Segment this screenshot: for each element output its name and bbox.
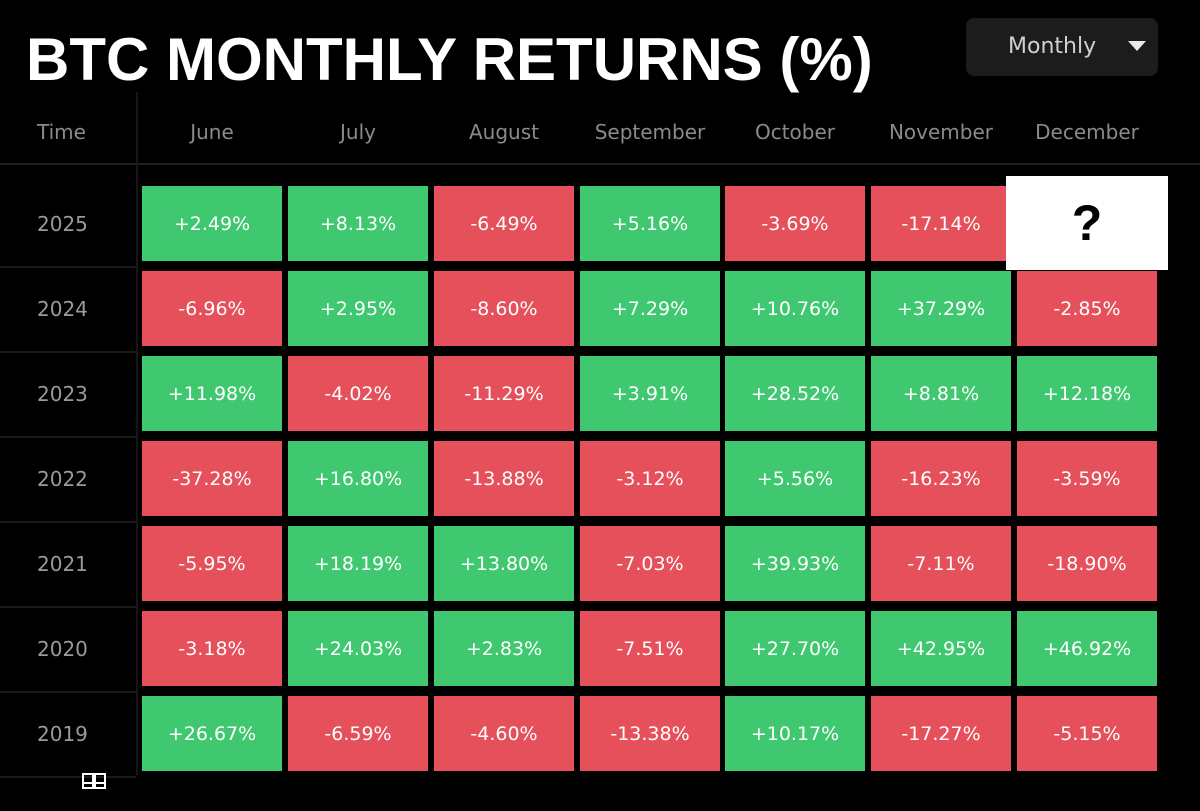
time-column-header: Time: [37, 120, 86, 144]
column-header-june: June: [190, 120, 234, 144]
return-cell: -18.90%: [1017, 526, 1157, 601]
return-cell: +2.83%: [434, 611, 574, 686]
year-label-2025: 2025: [37, 212, 88, 236]
header-divider: [0, 163, 1200, 165]
return-cell: +8.13%: [288, 186, 428, 261]
return-cell: -7.11%: [871, 526, 1011, 601]
column-header-december: December: [1035, 120, 1139, 144]
return-cell: -17.27%: [871, 696, 1011, 771]
return-cell: +12.18%: [1017, 356, 1157, 431]
return-cell: +37.29%: [871, 271, 1011, 346]
return-cell: -8.60%: [434, 271, 574, 346]
return-cell: -11.29%: [434, 356, 574, 431]
year-label-2024: 2024: [37, 297, 88, 321]
column-header-october: October: [754, 120, 836, 144]
return-cell: -6.59%: [288, 696, 428, 771]
return-cell: +16.80%: [288, 441, 428, 516]
return-cell: -3.59%: [1017, 441, 1157, 516]
return-cell: -4.02%: [288, 356, 428, 431]
return-cell: -13.38%: [580, 696, 720, 771]
column-header-september: September: [594, 120, 706, 144]
return-cell: -5.95%: [142, 526, 282, 601]
year-label-2020: 2020: [37, 637, 88, 661]
column-header-august: August: [469, 120, 539, 144]
dropdown-label: Monthly: [1008, 34, 1097, 59]
period-dropdown[interactable]: Monthly: [966, 18, 1158, 76]
return-cell: +27.70%: [725, 611, 865, 686]
return-cell: -7.51%: [580, 611, 720, 686]
year-label-2021: 2021: [37, 552, 88, 576]
return-cell: +42.95%: [871, 611, 1011, 686]
return-cell: +18.19%: [288, 526, 428, 601]
row-divider: [0, 436, 136, 438]
year-label-2019: 2019: [37, 722, 88, 746]
column-header-july: July: [340, 120, 376, 144]
return-cell: +13.80%: [434, 526, 574, 601]
return-cell: -3.69%: [725, 186, 865, 261]
return-cell: -6.96%: [142, 271, 282, 346]
return-cell: -37.28%: [142, 441, 282, 516]
return-cell: +26.67%: [142, 696, 282, 771]
return-cell: -13.88%: [434, 441, 574, 516]
return-cell: +3.91%: [580, 356, 720, 431]
return-cell: -4.60%: [434, 696, 574, 771]
row-divider: [0, 606, 136, 608]
return-cell: +8.81%: [871, 356, 1011, 431]
caret-down-icon: [1128, 41, 1146, 51]
return-cell: +28.52%: [725, 356, 865, 431]
return-cell: +5.16%: [580, 186, 720, 261]
time-column-divider: [136, 92, 138, 775]
return-cell: +2.95%: [288, 271, 428, 346]
return-cell: -6.49%: [434, 186, 574, 261]
return-cell: -5.15%: [1017, 696, 1157, 771]
return-cell: +46.92%: [1017, 611, 1157, 686]
return-cell: -3.12%: [580, 441, 720, 516]
return-cell: +39.93%: [725, 526, 865, 601]
return-cell: -2.85%: [1017, 271, 1157, 346]
year-label-2023: 2023: [37, 382, 88, 406]
return-cell: +10.17%: [725, 696, 865, 771]
page-title: BTC MONTHLY RETURNS (%): [26, 26, 873, 93]
row-divider: [0, 776, 136, 778]
return-cell: -3.18%: [142, 611, 282, 686]
year-label-2022: 2022: [37, 467, 88, 491]
row-divider: [0, 351, 136, 353]
return-cell: +2.49%: [142, 186, 282, 261]
return-cell: -16.23%: [871, 441, 1011, 516]
return-cell: +11.98%: [142, 356, 282, 431]
row-divider: [0, 266, 136, 268]
return-cell: -17.14%: [871, 186, 1011, 261]
return-cell: +7.29%: [580, 271, 720, 346]
return-cell: -7.03%: [580, 526, 720, 601]
book-icon: [82, 773, 106, 789]
return-cell: +10.76%: [725, 271, 865, 346]
column-header-november: November: [888, 120, 994, 144]
unknown-value-box: ?: [1006, 176, 1168, 270]
row-divider: [0, 521, 136, 523]
return-cell: +24.03%: [288, 611, 428, 686]
row-divider: [0, 691, 136, 693]
return-cell: +5.56%: [725, 441, 865, 516]
